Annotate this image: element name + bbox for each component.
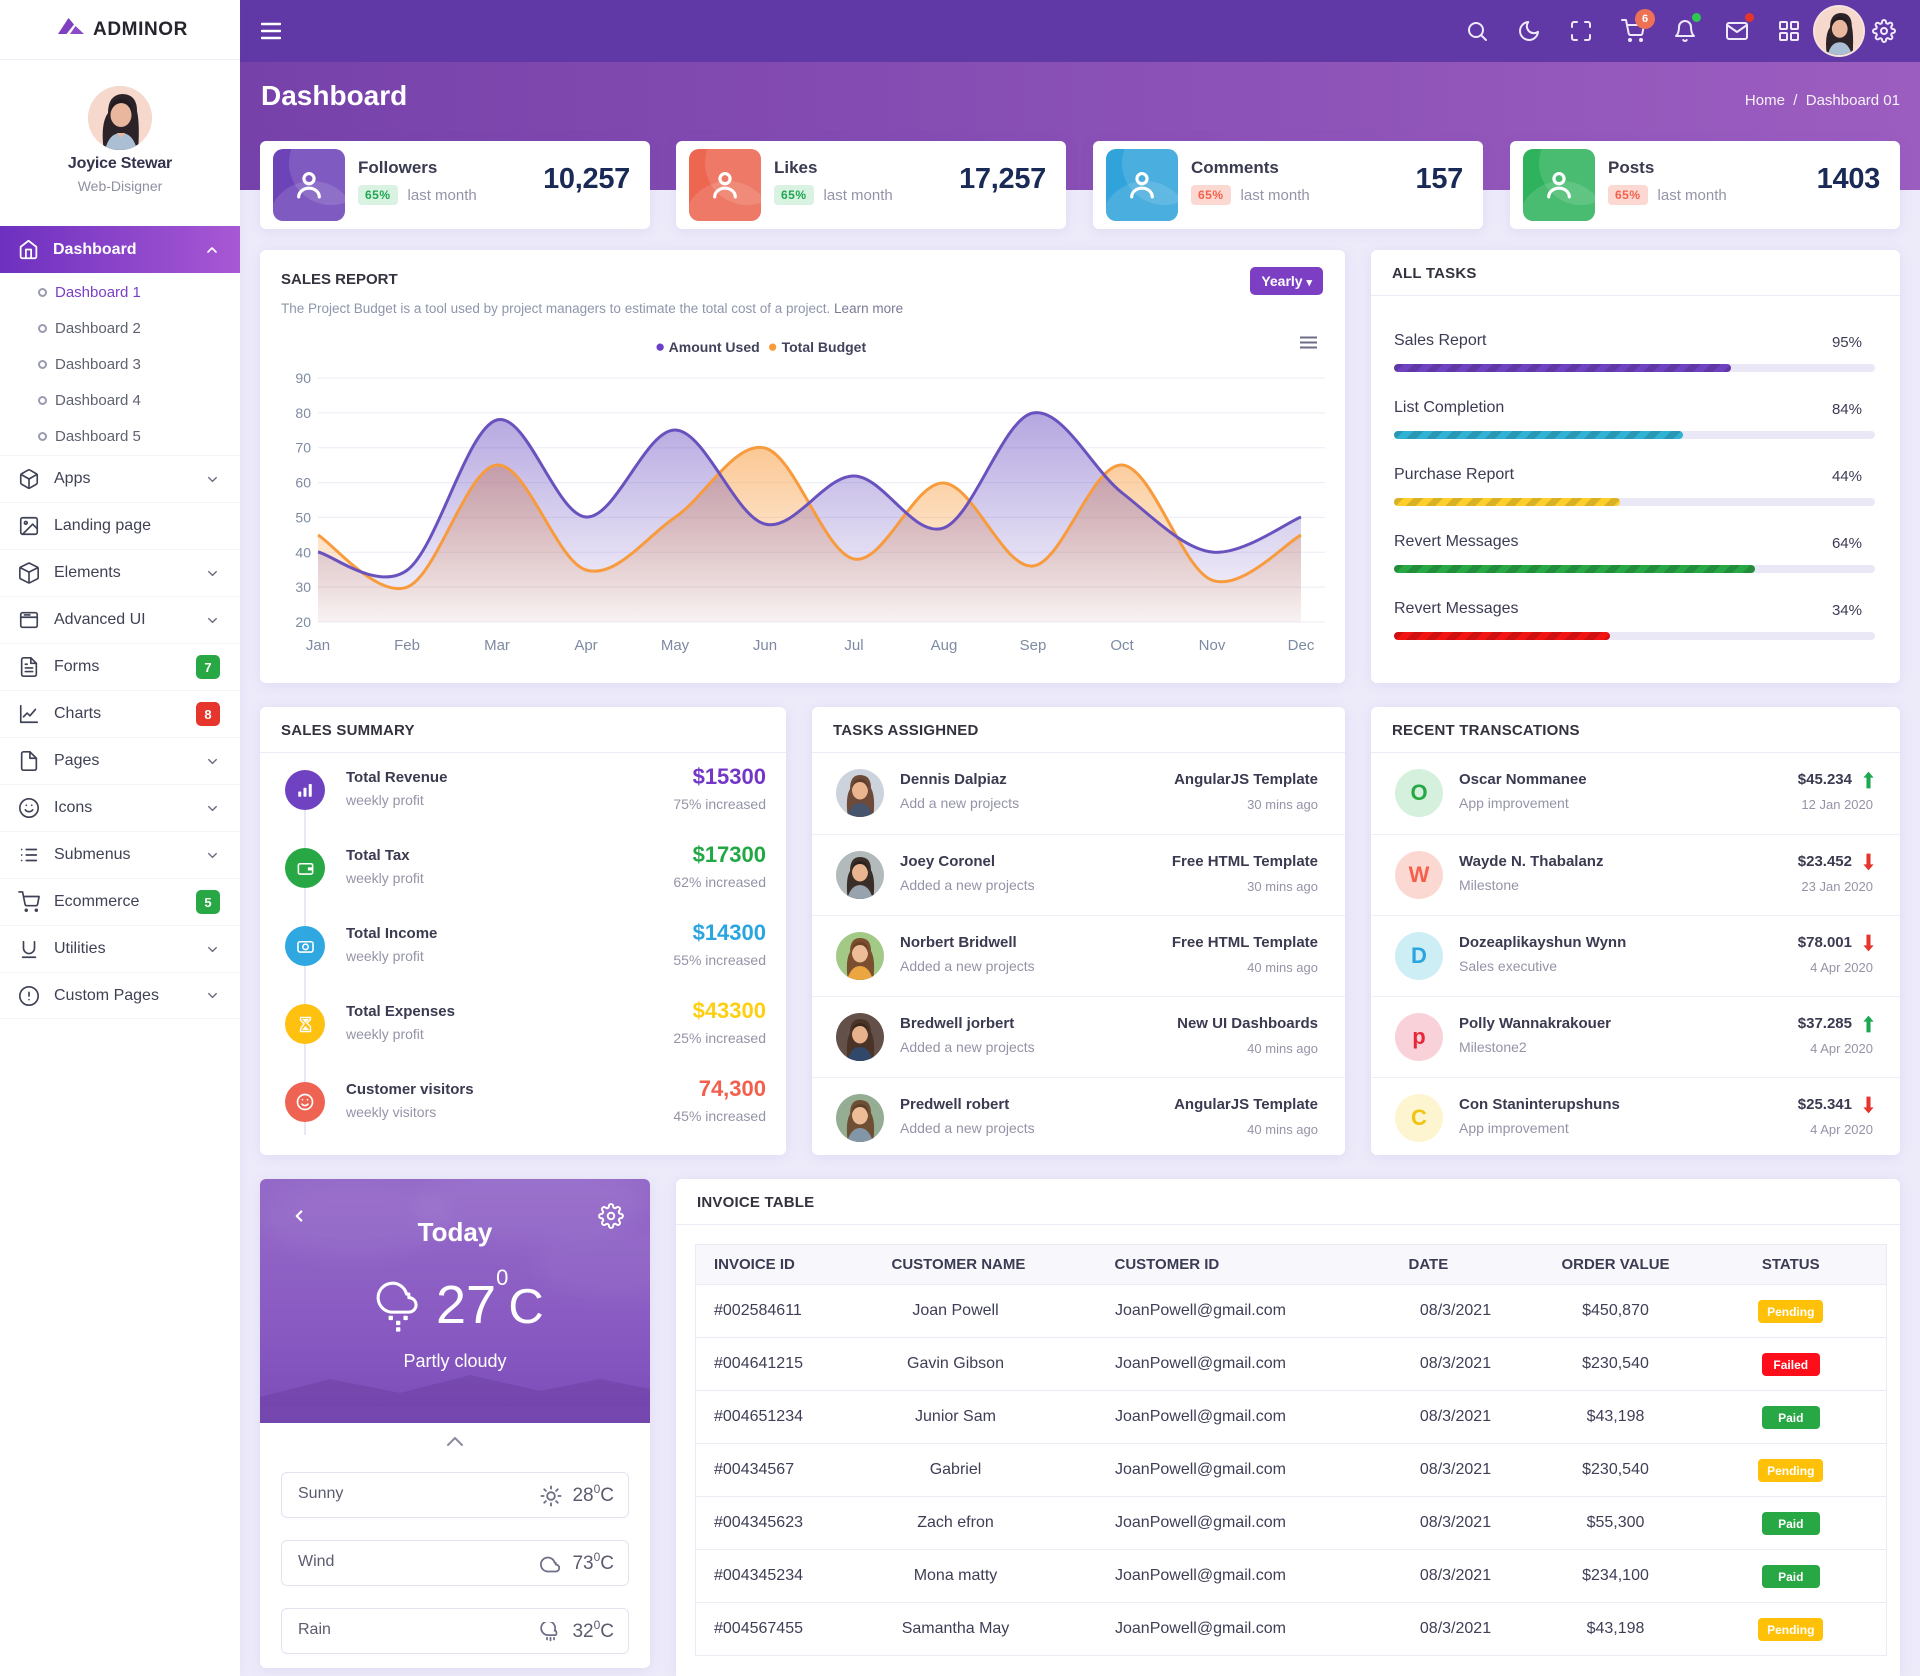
svg-text:Jun: Jun (753, 637, 777, 654)
svg-text:Jan: Jan (306, 637, 330, 654)
svg-text:Feb: Feb (394, 637, 420, 654)
svg-text:30: 30 (295, 579, 311, 595)
svg-text:Mar: Mar (484, 637, 510, 654)
svg-text:Sep: Sep (1020, 637, 1047, 654)
svg-text:60: 60 (295, 475, 311, 491)
svg-text:20: 20 (295, 614, 311, 630)
svg-text:Dec: Dec (1288, 637, 1315, 654)
svg-text:May: May (661, 637, 690, 654)
svg-text:Nov: Nov (1199, 637, 1226, 654)
svg-text:90: 90 (295, 370, 311, 386)
svg-text:70: 70 (295, 440, 311, 456)
svg-text:Oct: Oct (1110, 637, 1134, 654)
svg-text:40: 40 (295, 544, 311, 560)
svg-text:Aug: Aug (931, 637, 958, 654)
svg-text:80: 80 (295, 405, 311, 421)
svg-text:Apr: Apr (574, 637, 597, 654)
svg-text:50: 50 (295, 509, 311, 525)
svg-text:Jul: Jul (844, 637, 863, 654)
